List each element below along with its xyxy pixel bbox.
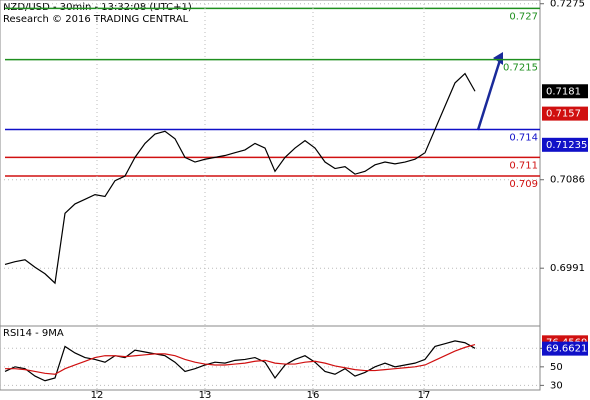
price-tag-label: 0.71235 — [546, 140, 587, 151]
price-tag-label: 69.6621 — [546, 344, 587, 355]
y-tick-label: 50 — [550, 362, 563, 373]
y-tick-label: 0.7086 — [550, 175, 585, 186]
level-label: 0.714 — [509, 132, 538, 143]
level-label: 0.711 — [509, 160, 538, 171]
price-tag — [542, 84, 588, 99]
y-tick-label: 0.7275 — [550, 0, 585, 10]
price-tag — [542, 106, 588, 121]
y-tick-label: 0.6991 — [550, 263, 585, 274]
x-tick-label: 16 — [307, 390, 320, 400]
rsi-title: RSI14 - 9MA — [3, 328, 64, 339]
level-label: 0.7215 — [503, 63, 538, 74]
y-tick-label: 30 — [550, 380, 563, 391]
series-line — [5, 344, 476, 375]
price-tag-label: 0.7157 — [546, 109, 581, 120]
series-line — [4, 72, 476, 285]
price-tag — [542, 341, 588, 356]
level-label: 0.709 — [509, 179, 538, 190]
plot-frame — [0, 0, 541, 391]
x-tick-label: 17 — [418, 390, 431, 400]
chart-title: NZD/USD - 30min - 13:32:08 (UTC+1) — [3, 2, 192, 13]
price-tag-label: 0.7181 — [546, 86, 581, 97]
x-tick-label: 13 — [199, 390, 212, 400]
chart-subtitle: Research © 2016 TRADING CENTRAL — [3, 14, 189, 25]
arrow-head — [493, 52, 503, 65]
price-tag — [542, 137, 588, 152]
forecast-arrow — [476, 59, 502, 131]
x-tick-label: 12 — [91, 390, 104, 400]
level-label: 0.727 — [509, 11, 538, 22]
series-line — [4, 340, 476, 382]
